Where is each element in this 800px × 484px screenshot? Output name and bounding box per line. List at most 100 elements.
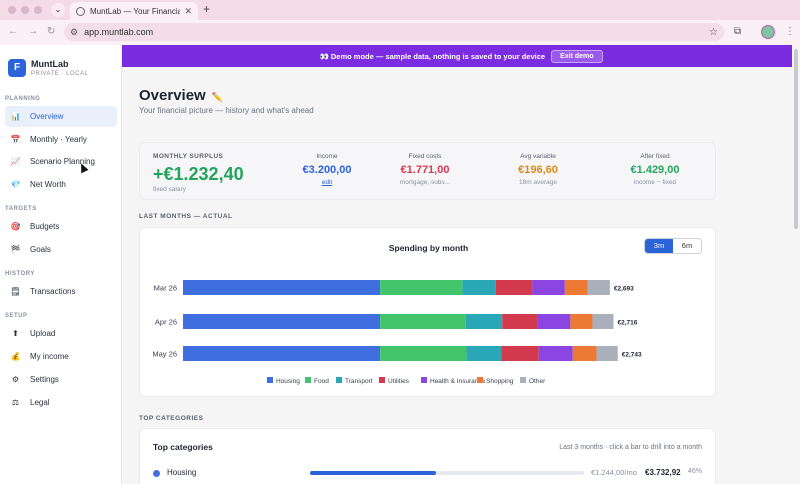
menu-icon[interactable]: ⋮	[785, 26, 795, 37]
brand-subtitle: PRIVATE · LOCAL	[31, 71, 89, 77]
bar-segment[interactable]	[570, 314, 593, 329]
bar-segment[interactable]	[572, 346, 597, 361]
stat-label: Income	[316, 153, 338, 160]
bar-segment[interactable]	[183, 314, 381, 329]
stat-value: €3.200,00	[302, 164, 352, 176]
address-bar[interactable]: ⚙ app.muntlab.com ☆	[64, 23, 724, 41]
gear-icon: ⚙	[11, 375, 20, 384]
bar-segment[interactable]	[538, 346, 573, 361]
trend-icon: 📈	[10, 157, 21, 166]
month-total-label: €2,716	[617, 320, 637, 327]
close-icon[interactable]: ✕	[184, 5, 192, 16]
exit-demo-button[interactable]: Exit demo	[551, 49, 603, 63]
site-info-icon[interactable]: ⚙	[70, 26, 79, 37]
tab-list-icon[interactable]: ⌄	[51, 3, 65, 17]
page-subtitle: Your financial picture — history and wha…	[139, 106, 314, 115]
bar-segment[interactable]	[183, 346, 381, 361]
legend-label: Transport	[345, 378, 373, 385]
bar-segment[interactable]	[532, 280, 565, 295]
sidebar-item-label: Budgets	[30, 222, 60, 231]
bar-segment[interactable]	[587, 280, 610, 295]
browser-toolbar: ← → ↻ ⚙ app.muntlab.com ☆ ⧉ ⋮	[0, 20, 800, 45]
sidebar-item-overview[interactable]: 📊 Overview	[5, 106, 117, 127]
stat-note: 18m average	[519, 179, 557, 186]
legend-label: Health & Insurance	[430, 378, 486, 385]
bar-segment[interactable]	[465, 314, 503, 329]
sidebar-item-budgets[interactable]: 🎯 Budgets	[5, 216, 117, 237]
sidebar-item-monthly-yearly[interactable]: 📅 Monthly · Yearly	[5, 129, 117, 150]
bar-segment[interactable]	[466, 346, 502, 361]
bar-segment[interactable]	[380, 346, 467, 361]
stat-avg-variable: Avg variable €196,60 18m average	[493, 153, 583, 186]
section-label-setup: SETUP	[5, 313, 28, 319]
category-total: €3.732,92	[645, 468, 681, 477]
sidebar: F MuntLab PRIVATE · LOCAL PLANNING 📊 Ove…	[0, 45, 122, 484]
window-zoom-button[interactable]	[34, 6, 42, 14]
profile-avatar[interactable]	[761, 25, 775, 39]
main-content: Overview ✏️ Your financial picture — hist…	[122, 67, 790, 484]
extensions-icon[interactable]: ⧉	[734, 26, 742, 37]
top-categories-hint: Last 3 months · click a bar to drill int…	[559, 444, 702, 451]
new-tab-icon[interactable]: +	[203, 2, 211, 16]
bar-segment[interactable]	[537, 314, 571, 329]
stat-label: Avg variable	[520, 153, 556, 160]
sidebar-item-my-income[interactable]: 💰 My income	[5, 346, 117, 367]
category-per-month: €1.244,00/mo	[591, 468, 637, 477]
range-3m-button[interactable]: 3m	[645, 239, 673, 253]
bar-segment[interactable]	[564, 280, 588, 295]
reload-icon[interactable]: ↻	[47, 26, 56, 37]
month-label: May 26	[152, 350, 177, 359]
stat-note: mortgage, subs...	[399, 179, 451, 186]
money-bag-icon: 💰	[10, 352, 21, 361]
bar-segment[interactable]	[502, 314, 538, 329]
back-icon[interactable]: ←	[8, 26, 18, 37]
bar-segment[interactable]	[380, 314, 466, 329]
edit-income-link[interactable]: edit	[321, 179, 333, 186]
sidebar-item-transactions[interactable]: 🗒 Transactions	[5, 281, 117, 302]
legend-swatch	[336, 377, 342, 383]
forward-icon[interactable]: →	[28, 26, 38, 37]
legend-swatch	[477, 377, 483, 383]
sidebar-item-legal[interactable]: ⚖ Legal	[5, 392, 117, 413]
bar-segment[interactable]	[462, 280, 496, 295]
window-minimize-button[interactable]	[21, 6, 29, 14]
legend-label: Shopping	[486, 378, 514, 385]
bar-segment[interactable]	[495, 280, 533, 295]
list-icon: 🗒	[10, 287, 21, 296]
bar-segment[interactable]	[183, 280, 381, 295]
sidebar-item-scenario-planning[interactable]: 📈 Scenario Planning	[5, 151, 117, 172]
legend-swatch	[267, 377, 273, 383]
section-label-history: HISTORY	[5, 271, 35, 277]
stat-after-fixed: After fixed €1.429,00 income − fixed	[610, 153, 700, 186]
sidebar-item-label: Overview	[30, 112, 64, 121]
star-icon[interactable]: ☆	[709, 26, 718, 38]
sidebar-item-settings[interactable]: ⚙ Settings	[5, 369, 117, 390]
window-close-button[interactable]	[8, 6, 16, 14]
bar-segment[interactable]	[596, 346, 618, 361]
sidebar-item-label: Transactions	[30, 287, 76, 296]
page-title: Overview ✏️	[139, 87, 223, 104]
browser-tab-strip: ⌄ MuntLab — Your Financial Pla ✕ +	[0, 0, 800, 20]
category-name[interactable]: Housing	[167, 468, 197, 477]
range-6m-button[interactable]: 6m	[681, 241, 693, 250]
month-label: Mar 26	[154, 284, 177, 293]
upload-icon: ⬆	[12, 329, 19, 338]
sidebar-item-net-worth[interactable]: 💎 Net Worth	[5, 174, 117, 195]
legend-swatch	[379, 377, 385, 383]
sidebar-item-goals[interactable]: 🏁 Goals	[5, 239, 117, 260]
sidebar-item-upload[interactable]: ⬆ Upload	[5, 323, 117, 344]
bar-segment[interactable]	[501, 346, 539, 361]
sidebar-item-label: Upload	[30, 329, 56, 338]
tab-title: MuntLab — Your Financial Pla	[90, 6, 181, 16]
section-label-planning: PLANNING	[5, 96, 41, 102]
bar-segment[interactable]	[592, 314, 614, 329]
legend-label: Utilities	[388, 378, 410, 385]
legend-swatch	[520, 377, 526, 383]
page-scrollbar[interactable]	[792, 45, 800, 484]
browser-tab[interactable]: MuntLab — Your Financial Pla ✕	[70, 2, 198, 20]
scrollbar-thumb[interactable]	[794, 49, 798, 229]
section-label-targets: TARGETS	[5, 206, 37, 212]
month-label: Apr 26	[155, 318, 177, 327]
bar-segment[interactable]	[380, 280, 463, 295]
range-toggle: 3m 6m	[644, 238, 702, 254]
